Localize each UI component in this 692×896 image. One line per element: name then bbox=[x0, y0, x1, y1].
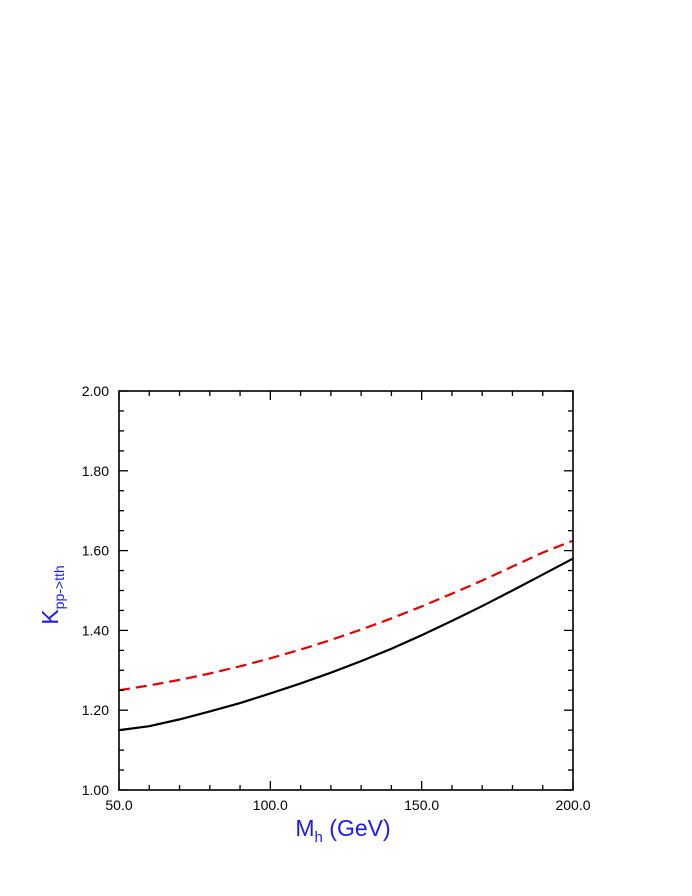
axis-tick-labels: 50.0 100.0 150.0 200.0 1.00 1.20 1.40 1.60 1.80 2… bbox=[82, 383, 591, 813]
x-axis-label: Mh (GeV) bbox=[295, 815, 390, 846]
x-tick-label: 150.0 bbox=[404, 797, 439, 813]
axis-ticks bbox=[118, 390, 574, 791]
y-tick-label: 2.00 bbox=[82, 383, 109, 399]
solid-black-line bbox=[118, 557, 574, 732]
plot-frame bbox=[118, 390, 574, 791]
x-tick-label: 50.0 bbox=[105, 797, 132, 813]
x-axis-label-rest: (GeV) bbox=[323, 815, 391, 841]
y-tick-label: 1.60 bbox=[82, 543, 109, 559]
plot-content bbox=[118, 539, 574, 732]
y-tick-label: 1.20 bbox=[82, 702, 109, 718]
y-axis-label-main: K bbox=[37, 609, 63, 625]
x-tick-label: 100.0 bbox=[253, 797, 288, 813]
y-axis-label: Kpp->tth bbox=[37, 565, 67, 624]
y-axis-label-sub: pp->tth bbox=[51, 565, 67, 609]
x-axis-label-sub: h bbox=[315, 829, 323, 846]
y-tick-label: 1.80 bbox=[82, 463, 109, 479]
dashed-red-line bbox=[118, 539, 574, 692]
x-axis-label-main: M bbox=[295, 815, 314, 841]
x-tick-label: 200.0 bbox=[555, 797, 590, 813]
y-tick-label: 1.00 bbox=[82, 782, 109, 798]
y-tick-label: 1.40 bbox=[82, 622, 109, 638]
